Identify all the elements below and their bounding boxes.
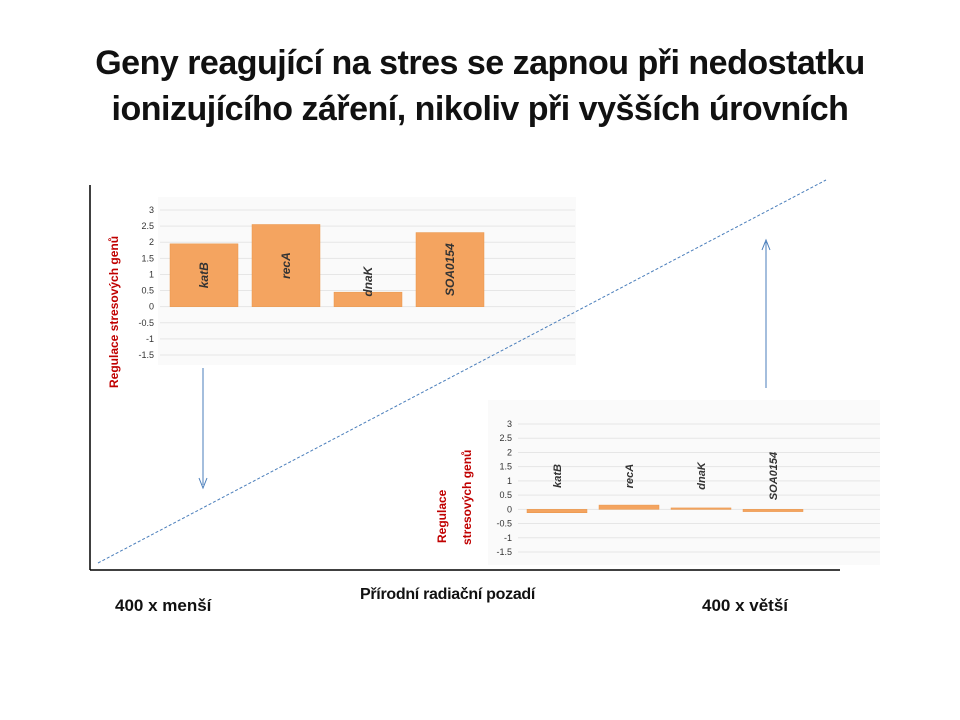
bottom-chart-bar — [670, 507, 732, 510]
top-chart-tick-label: 0.5 — [141, 286, 154, 296]
bottom-chart-tick-label: -1.5 — [496, 547, 512, 557]
bottom-chart-tick-label: 0.5 — [499, 490, 512, 500]
top-chart-tick-label: -1 — [146, 334, 154, 344]
top-chart-tick-label: -1.5 — [138, 350, 154, 360]
bottom-chart-tick-label: -0.5 — [496, 519, 512, 529]
top-chart-category-label: recA — [279, 252, 293, 279]
slide-title: Geny reagující na stres se zapnou při ne… — [0, 40, 960, 132]
bottom-chart-bar — [598, 504, 660, 510]
bottom-chart-tick-label: -1 — [504, 533, 512, 543]
bottom-chart-ylabel-line1: Regulace — [435, 489, 449, 543]
bottom-chart-ylabel-line2: stresových genů — [460, 449, 474, 545]
main-x-axis-label: Přírodní radiační pozadí — [360, 586, 536, 603]
top-chart-tick-label: -0.5 — [138, 318, 154, 328]
bottom-chart-tick-label: 3 — [507, 419, 512, 429]
top-chart-tick-label: 1 — [149, 269, 154, 279]
main-axes — [89, 185, 840, 571]
top-chart-tick-label: 2 — [149, 237, 154, 247]
bottom-chart-category-label: recA — [624, 464, 636, 489]
bottom-bar-chart: 3 2.5 2 1.5 1 0.5 0 -0.5 -1 -1.5 katB recA dnaK SOA01… — [488, 400, 880, 565]
top-chart-category-label: katB — [197, 262, 211, 288]
top-chart-bar — [251, 224, 321, 307]
top-chart-bar — [415, 232, 485, 307]
left-scale-label: 400 x menší — [115, 596, 212, 615]
top-chart-ylabel: Regulace stresových genů — [107, 235, 121, 388]
trend-line — [97, 179, 827, 564]
bottom-chart-tick-label: 1.5 — [499, 462, 512, 472]
bottom-chart-panel — [488, 400, 880, 565]
top-chart-tick-label: 3 — [149, 205, 154, 215]
down-arrow — [198, 368, 208, 490]
top-chart-tick-label: 0 — [149, 302, 154, 312]
bottom-chart-tick-label: 2.5 — [499, 433, 512, 443]
bottom-chart-tick-label: 1 — [507, 476, 512, 486]
top-chart-tick-label: 1.5 — [141, 253, 154, 263]
title-line-1: Geny reagující na stres se zapnou při ne… — [95, 44, 865, 82]
top-chart-bar — [333, 291, 403, 307]
top-chart-tick-label: 2.5 — [141, 221, 154, 231]
bottom-chart-category-label: dnaK — [696, 461, 708, 490]
top-chart-bar — [169, 243, 239, 307]
top-chart-category-label: dnaK — [361, 265, 375, 296]
bottom-chart-tick-label: 0 — [507, 504, 512, 514]
bottom-chart-tick-label: 2 — [507, 447, 512, 457]
bottom-chart-category-label: SOA0154 — [768, 452, 780, 500]
bottom-chart-category-label: katB — [552, 464, 564, 488]
top-bar-chart: 3 2.5 2 1.5 1 0.5 0 -0.5 -1 -1.5 katB recA dnaK SOA01… — [138, 197, 576, 365]
bottom-chart-bar — [742, 509, 804, 512]
bottom-chart-bar — [526, 509, 588, 513]
up-arrow — [761, 238, 771, 388]
right-scale-label: 400 x větší — [702, 596, 789, 615]
top-chart-category-label: SOA0154 — [443, 243, 457, 296]
title-line-2: ionizujícího záření, nikoliv při vyšších… — [111, 90, 849, 128]
